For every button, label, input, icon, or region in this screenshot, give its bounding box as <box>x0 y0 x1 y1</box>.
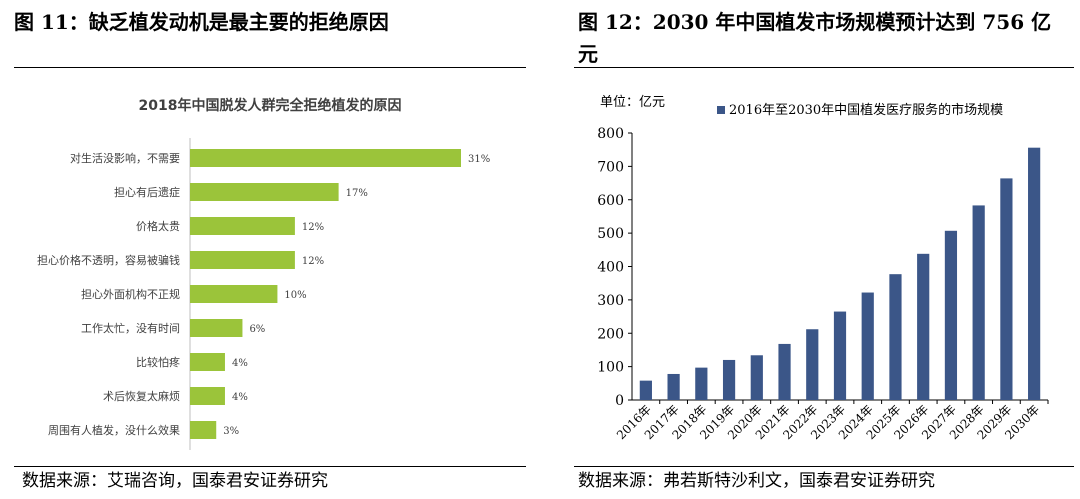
category-label: 价格太贵 <box>136 219 180 233</box>
left-source-text: 数据来源：艾瑞咨询，国泰君安证券研究 <box>22 471 328 491</box>
reason-bar <box>190 319 243 337</box>
category-label: 周围有人植发，没什么效果 <box>48 423 180 437</box>
bar-value-label: 3% <box>223 426 239 437</box>
category-label: 担心外面机构不正规 <box>81 287 180 301</box>
category-label: 比较怕疼 <box>136 355 180 369</box>
y-tick-label: 200 <box>597 326 624 342</box>
left-title-rule <box>14 67 526 68</box>
category-label: 对生活没影响，不需要 <box>70 151 180 165</box>
chart-title: 2018年中国脱发人群完全拒绝植发的原因 <box>139 97 402 114</box>
market-size-bar <box>889 274 902 400</box>
y-tick-label: 400 <box>597 260 624 276</box>
bar-value-label: 4% <box>232 392 248 403</box>
reason-bar <box>190 353 225 371</box>
bar-value-label: 12% <box>302 256 324 267</box>
market-size-bar <box>972 205 985 400</box>
market-size-bar <box>778 343 791 400</box>
y-tick-label: 600 <box>597 193 624 209</box>
market-size-bar <box>833 311 847 400</box>
y-tick-label: 0 <box>615 393 624 409</box>
right-source-rule <box>574 466 1074 467</box>
y-tick-label: 700 <box>597 159 624 175</box>
legend-label: 2016年至2030年中国植发医疗服务的市场规模 <box>729 102 1003 118</box>
market-size-bar <box>861 292 874 400</box>
left-figure-panel: 图 11：缺乏植发动机是最主要的拒绝原因 2018年中国脱发人群完全拒绝植发的原… <box>14 10 526 491</box>
market-size-bar <box>1000 178 1013 400</box>
bar-value-label: 4% <box>232 358 248 369</box>
unit-label: 单位：亿元 <box>600 95 665 110</box>
market-size-bar <box>695 367 708 400</box>
bar-value-label: 17% <box>346 188 368 199</box>
bar-value-label: 31% <box>468 154 490 165</box>
market-size-bar <box>722 359 736 400</box>
reason-bar <box>190 149 461 167</box>
right-title-rule <box>574 67 1074 68</box>
market-size-bar <box>639 380 652 400</box>
market-size-bar <box>750 355 763 400</box>
reason-bar <box>190 387 225 405</box>
right-figure-title-line2: 元 <box>578 42 598 66</box>
market-size-bar-chart: 单位：亿元 2016年至2030年中国植发医疗服务的市场规模 0 100 200 30… <box>597 95 1049 442</box>
reason-bar <box>190 285 278 303</box>
y-tick-label: 800 <box>597 126 624 142</box>
right-source-text: 数据来源：弗若斯特沙利文，国泰君安证券研究 <box>578 471 935 491</box>
market-size-bar <box>917 253 930 400</box>
y-tick-label: 300 <box>597 293 624 309</box>
reasons-bar-chart: 2018年中国脱发人群完全拒绝植发的原因 对生活没影响，不需要 31% 担心有后遗症… <box>37 97 490 450</box>
legend-swatch <box>717 106 725 114</box>
right-figure-panel: 图 12：2030 年中国植发市场规模预计达到 756 亿 元 单位：亿元 20… <box>560 0 1080 499</box>
reason-bar <box>190 251 295 269</box>
market-size-bar <box>806 329 819 400</box>
bar-value-label: 10% <box>284 290 306 301</box>
category-label: 担心有后遗症 <box>114 185 180 199</box>
left-source-rule <box>14 466 526 467</box>
bar-value-label: 6% <box>249 324 265 335</box>
y-tick-label: 500 <box>597 226 624 242</box>
market-size-bar <box>667 373 680 400</box>
y-tick-label: 100 <box>597 360 624 376</box>
reason-bar <box>190 183 339 201</box>
bar-value-label: 12% <box>302 222 324 233</box>
right-figure-title-line1: 图 12：2030 年中国植发市场规模预计达到 756 亿 <box>578 10 1052 34</box>
category-label: 术后恢复太麻烦 <box>103 389 180 403</box>
category-label: 工作太忙，没有时间 <box>81 321 180 335</box>
market-size-bar <box>1028 147 1041 400</box>
market-size-bar <box>944 230 958 400</box>
reason-bar <box>190 421 217 439</box>
left-figure-title: 图 11：缺乏植发动机是最主要的拒绝原因 <box>14 10 389 34</box>
category-label: 担心价格不透明，容易被骗钱 <box>37 253 180 267</box>
reason-bar <box>190 217 295 235</box>
